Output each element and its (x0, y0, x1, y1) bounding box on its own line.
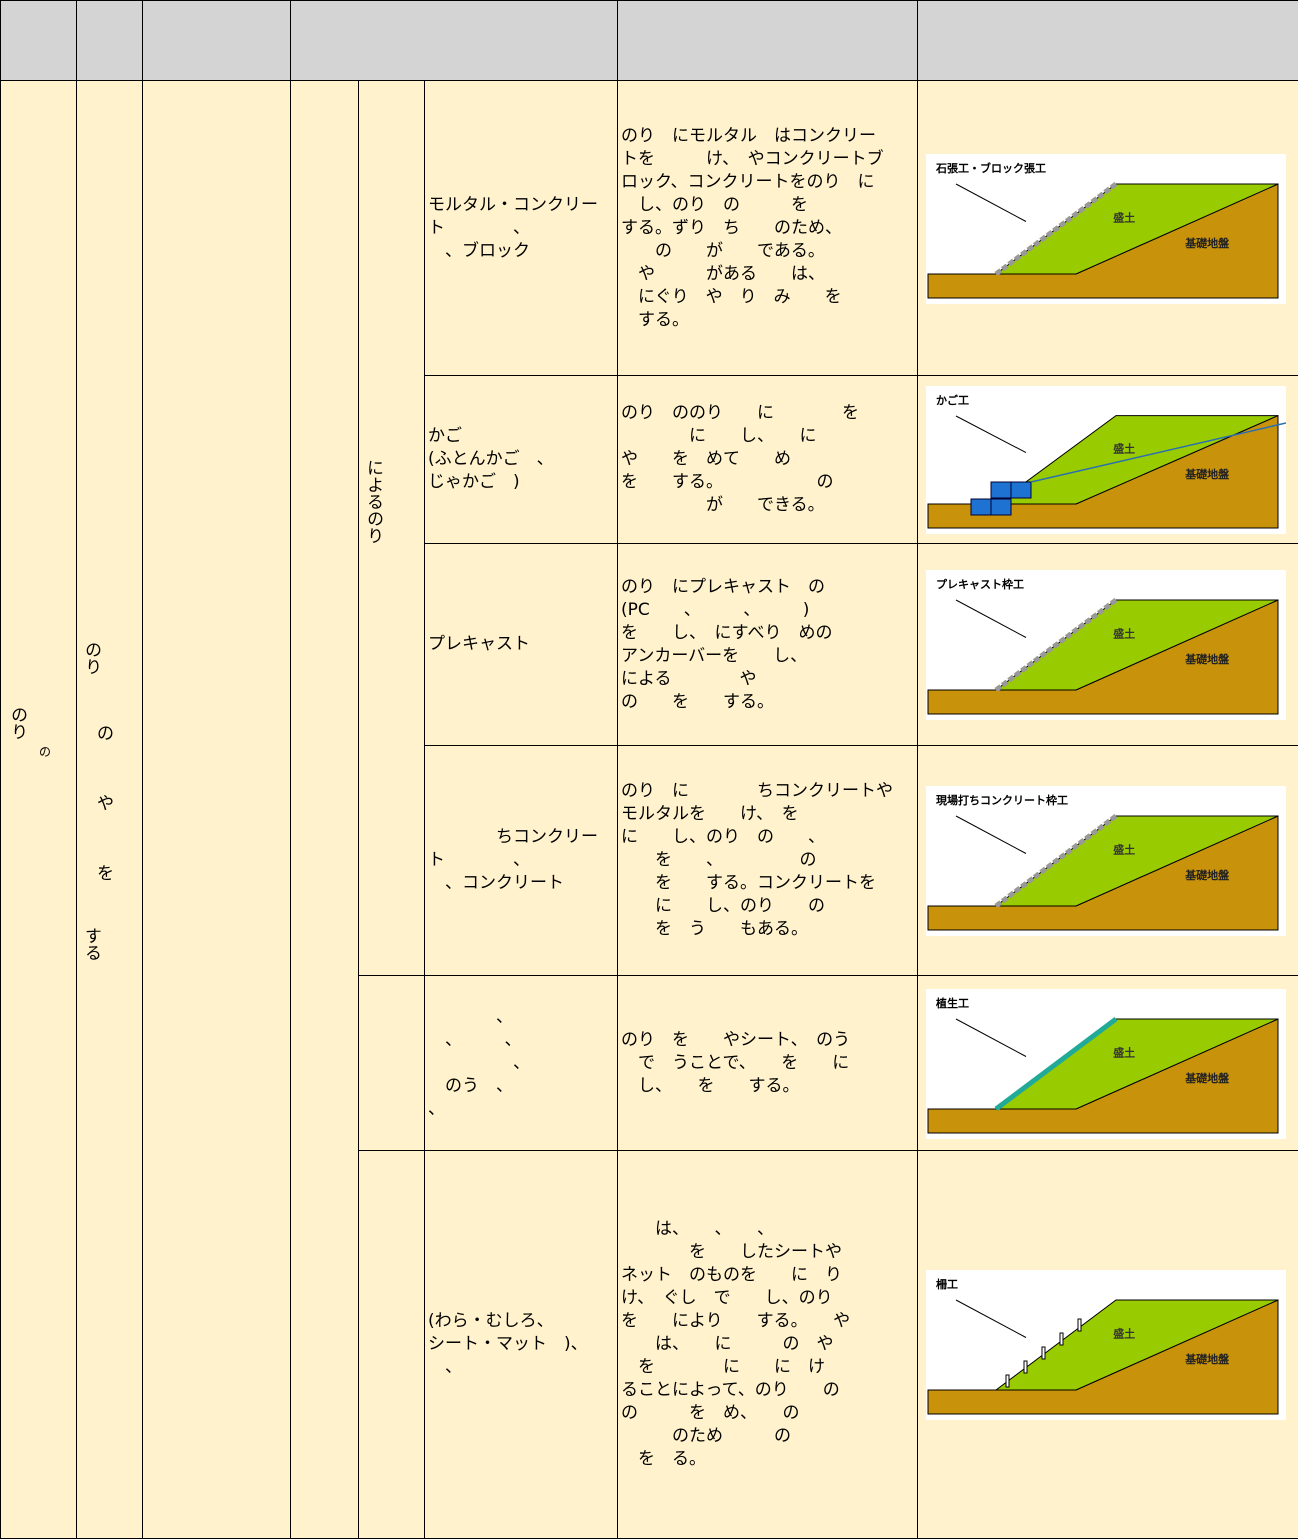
figure-cell: 植生工盛土基礎地盤 (917, 975, 1298, 1151)
stake (1023, 1360, 1028, 1374)
fill-label: 盛土 (1113, 442, 1135, 456)
fill-label: 盛土 (1113, 627, 1135, 641)
base-label: 基礎地盤 (1184, 236, 1230, 250)
col-b-text: や (97, 794, 114, 814)
gabion (990, 481, 1012, 499)
embankment (994, 1299, 1279, 1391)
leader (955, 599, 1027, 638)
col-e-cell: によるのり (358, 80, 425, 976)
col-b-text: のり (81, 641, 101, 675)
col-b-text: の (97, 724, 114, 744)
figure-caption: 石張工・ブロック張工 (935, 161, 1046, 175)
gabion (970, 498, 992, 516)
figure-caption: プレキャスト枠工 (936, 577, 1024, 591)
col-a-text: のり (7, 706, 27, 740)
figure-caption: かご工 (936, 393, 969, 407)
description-cell: のり にモルタル はコンクリー トを け、 やコンクリートブ ロック、コンクリー… (617, 80, 918, 376)
base-label: 基礎地盤 (1184, 868, 1230, 882)
header-cell (0, 0, 77, 81)
facing (994, 814, 1118, 908)
name-cell: かご (ふとんかご 、 じゃかご ) (424, 375, 618, 544)
gabion (1010, 481, 1032, 499)
figure-caption: 柵工 (936, 1277, 958, 1291)
leader (955, 415, 1027, 454)
figure-cell: かご工盛土基礎地盤 (917, 375, 1298, 544)
description-cell: のり に ちコンクリートや モルタルを け、 を に し、のり の 、 を 、 … (617, 745, 918, 976)
header-cell (142, 0, 291, 81)
fill-label: 盛土 (1113, 1327, 1135, 1341)
stake (1059, 1332, 1064, 1346)
stake (1077, 1318, 1082, 1332)
facing (994, 1016, 1118, 1111)
facing (994, 181, 1118, 276)
figure-caption: 植生工 (935, 996, 969, 1010)
water-line (1030, 422, 1286, 483)
gabion (990, 498, 1012, 516)
header-cell (917, 0, 1298, 81)
base-label: 基礎地盤 (1184, 652, 1230, 666)
name-cell: (わら・むしろ、 シート・マット )、 、 (424, 1150, 618, 1539)
leader (955, 815, 1027, 854)
facing (994, 598, 1118, 692)
figure-cell: 現場打ちコンクリート枠工盛土基礎地盤 (917, 745, 1298, 976)
header-cell (290, 0, 618, 81)
leader (955, 183, 1027, 222)
col-b-text: する (81, 927, 101, 961)
name-cell: プレキャスト (424, 543, 618, 746)
figure-cell: プレキャスト枠工盛土基礎地盤 (917, 543, 1298, 746)
fill-label: 盛土 (1113, 843, 1135, 857)
figure-cell: 柵工盛土基礎地盤 (917, 1150, 1298, 1539)
col-d-cell (290, 80, 359, 1539)
header-cell (76, 0, 143, 81)
name-cell: ちコンクリー ト 、 、コンクリート (424, 745, 618, 976)
col-e-cell (358, 1150, 425, 1539)
name-cell: 、 、 、 、 のう 、 、 (424, 975, 618, 1151)
stake (1041, 1346, 1046, 1360)
figure-caption: 現場打ちコンクリート枠工 (936, 793, 1068, 807)
base-label: 基礎地盤 (1184, 467, 1230, 481)
col-b-text: を (97, 864, 114, 884)
description-cell: のり を やシート、 のう で うことで、 を に し、 を する。 (617, 975, 918, 1151)
fill-label: 盛土 (1113, 210, 1135, 224)
embankment (994, 415, 1279, 505)
description-cell: のり ののり に を に し、 に や を めて め を する。 の が できる… (617, 375, 918, 544)
col-c-cell (142, 80, 291, 1539)
base-label: 基礎地盤 (1184, 1352, 1230, 1366)
fill-label: 盛土 (1113, 1045, 1135, 1059)
name-cell: モルタル・コンクリー ト 、 、ブロック (424, 80, 618, 376)
base-label: 基礎地盤 (1184, 1071, 1230, 1085)
col-a-small: の (39, 745, 52, 759)
leader (955, 1018, 1027, 1057)
col-b-cell: のりのやをする (76, 80, 143, 1539)
description-cell: のり にプレキャスト の (PC 、 、 ) を し、 にすべり めの アンカー… (617, 543, 918, 746)
stake (1005, 1374, 1010, 1388)
header-cell (617, 0, 918, 81)
col-a-cell: のりの (0, 80, 77, 1539)
leader (955, 1299, 1027, 1338)
description-cell: は、 、 、 を したシートや ネット のものを に り け、 ぐし で し、の… (617, 1150, 918, 1539)
col-e-cell (358, 975, 425, 1151)
col-e-text: によるのり (363, 459, 383, 544)
figure-cell: 石張工・ブロック張工盛土基礎地盤 (917, 80, 1298, 376)
